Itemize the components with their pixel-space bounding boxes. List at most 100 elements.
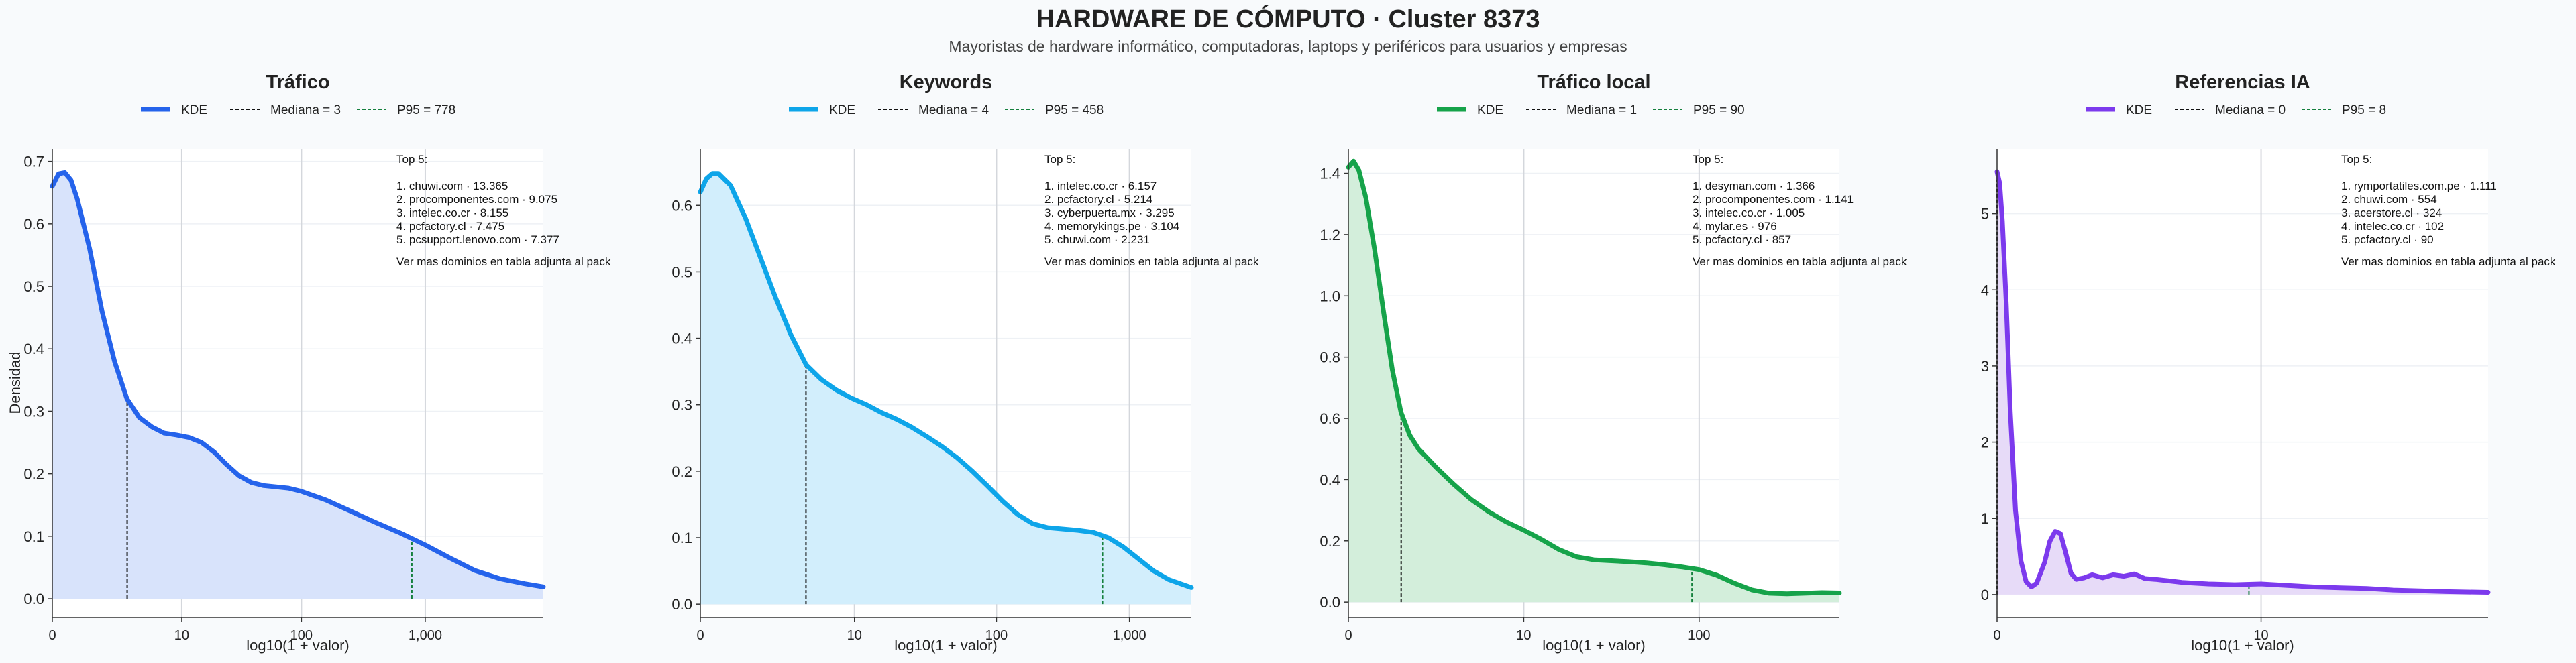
panel3-kde-area — [1348, 161, 1839, 603]
panel1-top-item-5: 5. pcsupport.lenovo.com · 7.377 — [396, 233, 559, 246]
panel4-title: Referencias IA — [2175, 72, 2310, 93]
panel2-y-tick-label-3: 0.3 — [672, 397, 692, 414]
panel1-y-tick-label-3: 0.3 — [23, 403, 44, 420]
panel4-y-tick-label-5: 5 — [1981, 206, 1989, 223]
panel1-y-tick-label-7: 0.7 — [23, 154, 44, 170]
panel1-kde-area — [52, 172, 543, 599]
panel4-kde-line — [1994, 169, 2491, 595]
panel2-x-tick-label-1: 10 — [847, 628, 862, 643]
panel1-top-item-4: 4. pcfactory.cl · 7.475 — [396, 220, 504, 233]
panel4-top-item-3: 3. acerstore.cl · 324 — [2341, 206, 2442, 219]
panel2-y-tick-label-0: 0.0 — [672, 596, 692, 613]
panel4-y-tick-label-0: 0 — [1981, 587, 1989, 603]
panel4-x-tick-label-0: 0 — [1993, 628, 2000, 643]
panel3-title: Tráfico local — [1537, 72, 1650, 93]
panel4-legend-p95-label: P95 = 8 — [2342, 103, 2386, 117]
panel4-y-tick-label-4: 4 — [1981, 282, 1989, 298]
figure-subtitle: Mayoristas de hardware informático, comp… — [949, 38, 1627, 55]
panel1-x-tick-label-3: 1,000 — [409, 628, 442, 643]
panel3-y-tick-label-7: 1.4 — [1320, 166, 1340, 182]
panel3-x-tick-label-1: 10 — [1516, 628, 1531, 643]
panel4-y-tick-label-2: 2 — [1981, 434, 1989, 451]
panel1-legend-p95-label: P95 = 778 — [397, 103, 455, 117]
panel2-title: Keywords — [900, 72, 993, 93]
panel2-y-tick-label-4: 0.4 — [672, 330, 692, 347]
panel1-y-tick-label-6: 0.6 — [23, 216, 44, 233]
panel2-top-item-1: 1. intelec.co.cr · 6.157 — [1044, 180, 1157, 192]
panel4-plot-area — [1997, 149, 2488, 617]
panel4-y-tick-label-1: 1 — [1981, 510, 1989, 527]
panel1-y-tick-label-1: 0.1 — [23, 528, 44, 545]
panel3-top-heading: Top 5: — [1693, 153, 1723, 166]
panel1-y-tick-label-5: 0.5 — [23, 278, 44, 295]
panel4-x-tick-label-1: 10 — [2253, 628, 2268, 643]
panel2-x-axis-label: log10(1 + valor) — [894, 637, 997, 654]
panel1-legend-median-label: Mediana = 3 — [270, 103, 341, 117]
panel1-top-heading: Top 5: — [396, 153, 427, 166]
panel4-top-item-5: 5. pcfactory.cl · 90 — [2341, 233, 2434, 246]
panel2-top-heading: Top 5: — [1044, 153, 1075, 166]
panel3-legend-median-label: Mediana = 1 — [1566, 103, 1637, 117]
panel2-legend-median-label: Mediana = 4 — [918, 103, 989, 117]
panel4-legend-median-label: Mediana = 0 — [2215, 103, 2286, 117]
panel1-y-tick-label-2: 0.2 — [23, 466, 44, 483]
panel3-legend-kde-label: KDE — [1477, 103, 1503, 117]
panel4-y-tick-label-3: 3 — [1981, 358, 1989, 375]
panel3-y-tick-label-6: 1.2 — [1320, 227, 1340, 243]
panel2-kde-area — [700, 173, 1191, 605]
panel2-x-tick-label-3: 1,000 — [1113, 628, 1146, 643]
panel3-y-tick-label-2: 0.4 — [1320, 471, 1340, 488]
y-axis-label: Densidad — [7, 352, 23, 414]
panel2-y-tick-label-6: 0.6 — [672, 197, 692, 214]
panel1-x-tick-label-2: 100 — [290, 628, 313, 643]
panel4-top-item-1: 1. rymportatiles.com.pe · 1.111 — [2341, 180, 2497, 192]
panel1-x-tick-label-0: 0 — [48, 628, 56, 643]
panel2-kde-line — [698, 171, 1194, 590]
panel3-top-item-1: 1. desyman.com · 1.366 — [1693, 180, 1815, 192]
panel2-y-tick-label-5: 0.5 — [672, 263, 692, 280]
panel4-top-item-2: 2. chuwi.com · 554 — [2341, 193, 2437, 206]
panel2-legend-kde-label: KDE — [829, 103, 855, 117]
panel3-x-tick-label-0: 0 — [1344, 628, 1352, 643]
panel1-kde-line — [50, 170, 546, 589]
panel1-top-item-1: 1. chuwi.com · 13.365 — [396, 180, 508, 192]
panel3-top-footer: Ver mas dominios en tabla adjunta al pac… — [1693, 255, 1907, 268]
panel3-top-item-5: 5. pcfactory.cl · 857 — [1693, 233, 1791, 246]
panel3-top-item-3: 3. intelec.co.cr · 1.005 — [1693, 206, 1805, 219]
panel3-x-axis-label: log10(1 + valor) — [1542, 637, 1645, 654]
panel2-y-tick-label-1: 0.1 — [672, 530, 692, 546]
panel3-y-tick-label-3: 0.6 — [1320, 410, 1340, 427]
panel2-y-tick-label-2: 0.2 — [672, 463, 692, 480]
panel1-y-tick-label-4: 0.4 — [23, 341, 44, 357]
panel4-top-item-4: 4. intelec.co.cr · 102 — [2341, 220, 2444, 233]
panel1-y-tick-label-0: 0.0 — [23, 591, 44, 607]
panel4-top-heading: Top 5: — [2341, 153, 2372, 166]
panel1-top-item-2: 2. procomponentes.com · 9.075 — [396, 193, 557, 206]
panel3-y-tick-label-0: 0.0 — [1320, 594, 1340, 611]
panel1-title: Tráfico — [266, 72, 329, 93]
panel3-y-tick-label-5: 1.0 — [1320, 288, 1340, 304]
panel2-x-tick-label-2: 100 — [985, 628, 1008, 643]
panel2-top-item-4: 4. memorykings.pe · 3.104 — [1044, 220, 1179, 233]
panel3-x-tick-label-2: 100 — [1688, 628, 1710, 643]
panel4-legend-kde-label: KDE — [2126, 103, 2152, 117]
figure-title: HARDWARE DE CÓMPUTO · Cluster 8373 — [1036, 5, 1540, 34]
panel2-x-tick-label-0: 0 — [696, 628, 704, 643]
panel1-legend-kde-label: KDE — [181, 103, 207, 117]
panel2-top-item-3: 3. cyberpuerta.mx · 3.295 — [1044, 206, 1175, 219]
panel1-top-footer: Ver mas dominios en tabla adjunta al pac… — [396, 255, 611, 268]
panel1-x-axis-label: log10(1 + valor) — [246, 637, 349, 654]
panel3-y-tick-label-1: 0.2 — [1320, 533, 1340, 550]
panel3-top-item-4: 4. mylar.es · 976 — [1693, 220, 1777, 233]
panel4-top-footer: Ver mas dominios en tabla adjunta al pac… — [2341, 255, 2556, 268]
panel3-top-item-2: 2. procomponentes.com · 1.141 — [1693, 193, 1854, 206]
panel2-legend-p95-label: P95 = 458 — [1045, 103, 1104, 117]
panel3-kde-line — [1346, 158, 1842, 597]
panel1-top-item-3: 3. intelec.co.cr · 8.155 — [396, 206, 508, 219]
panel4-x-axis-label: log10(1 + valor) — [2191, 637, 2294, 654]
panel1-x-tick-label-1: 10 — [174, 628, 189, 643]
panel2-top-item-2: 2. pcfactory.cl · 5.214 — [1044, 193, 1152, 206]
panel3-y-tick-label-4: 0.8 — [1320, 349, 1340, 366]
